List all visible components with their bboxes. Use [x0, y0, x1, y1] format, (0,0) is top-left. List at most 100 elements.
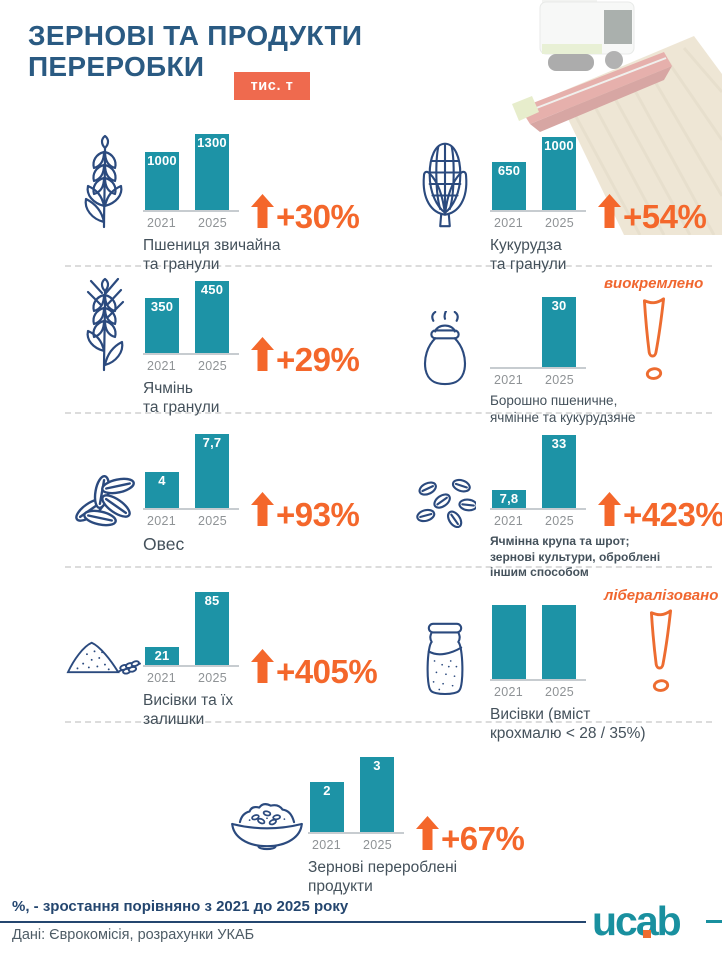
bar-value: 3 — [373, 758, 381, 773]
annotation-separated: виокремлено — [604, 275, 703, 387]
ucab-logo: ucab — [592, 898, 682, 944]
arrow-up-icon — [251, 194, 274, 228]
row-separator — [65, 412, 712, 414]
bar-value: 85 — [204, 593, 220, 608]
bar-value: 2 — [323, 783, 331, 798]
bran-icon — [65, 639, 143, 675]
bar-chart: 21 85 2021 2025 — [143, 587, 239, 685]
footnote: %, - зростання порівняно з 2021 до 2025 … — [12, 898, 349, 915]
page-title: ЗЕРНОВІ ТА ПРОДУКТИ ПЕРЕРОБКИ — [28, 20, 363, 83]
year-labels: 2021 2025 — [494, 685, 574, 699]
bar-value: 650 — [497, 163, 521, 178]
year-labels: 2021 2025 — [494, 373, 574, 387]
footer-divider — [0, 921, 586, 923]
year-labels: 2021 2025 — [494, 514, 574, 528]
chart-card-oats: 4 7,7 2021 2025 +93% Овес — [65, 430, 360, 556]
exclamation-icon — [642, 297, 665, 380]
bar-chart: 30 2021 2025 — [490, 289, 586, 387]
bar-2021 — [492, 605, 526, 679]
chart-card-bran: 21 85 2021 2025 +405% Висівки та їх залиш… — [65, 587, 378, 730]
unit-badge: тис. т — [234, 72, 310, 100]
bar-value: 30 — [551, 298, 567, 313]
chart-card-corn: 650 1000 2021 2025 +54% Кукурудза та гран… — [400, 132, 707, 275]
year-labels: 2021 2025 — [147, 514, 227, 528]
bar-2025: 1300 — [195, 134, 229, 210]
chart-card-barley: 350 450 2021 2025 +29% Ячмінь та гранули — [65, 275, 360, 418]
bar-chart: 2021 2025 — [490, 601, 586, 699]
year-labels: 2021 2025 — [312, 838, 392, 852]
bar-2025: 1000 — [542, 137, 576, 210]
bar-value: 1000 — [544, 138, 574, 153]
growth-value: +423% — [598, 492, 722, 531]
harvester-photo — [512, 0, 722, 235]
chart-card-processed: 2 3 2021 2025 +67% Зернові перероблені пр… — [225, 754, 525, 897]
bar-value: 7,7 — [202, 435, 222, 450]
year-labels: 2021 2025 — [147, 216, 227, 230]
year-labels: 2021 2025 — [147, 671, 227, 685]
growth-value: +30% — [251, 194, 360, 233]
growth-value: +29% — [251, 337, 360, 376]
bar-value: 350 — [150, 299, 174, 314]
row-separator — [65, 265, 712, 267]
bar-value: 33 — [551, 436, 567, 451]
porridge-bowl-icon — [225, 796, 308, 852]
chart-card-wheat: 1000 1300 2021 2025 +30% Пшениця звичайна… — [65, 132, 360, 275]
oat-grains-icon — [65, 466, 143, 528]
chart-card-flour: 30 2021 2025 виокремлено Борошно пшеничне… — [400, 275, 703, 427]
bar-value: 1300 — [197, 135, 227, 150]
bar-2025 — [542, 605, 576, 679]
arrow-up-icon — [251, 337, 274, 371]
x-axis — [490, 679, 586, 681]
growth-value: +405% — [251, 649, 378, 688]
arrow-up-icon — [251, 649, 274, 683]
bar-value: 7,8 — [499, 491, 519, 506]
growth-value: +67% — [416, 816, 525, 855]
wheat-icon — [65, 134, 143, 230]
arrow-up-icon — [251, 492, 274, 526]
footer-divider-right — [706, 920, 722, 923]
x-axis — [490, 508, 586, 510]
bar-2021: 4 — [145, 472, 179, 508]
growth-value: +93% — [251, 492, 360, 531]
jar-icon — [400, 621, 490, 699]
row-separator — [65, 566, 712, 568]
bar-2025: 3 — [360, 757, 394, 832]
bar-2025: 85 — [195, 592, 229, 665]
bar-chart: 650 1000 2021 2025 — [490, 132, 586, 230]
data-source: Дані: Єврокомісія, розрахунки УКАБ — [12, 927, 255, 943]
x-axis — [490, 210, 586, 212]
bar-2021: 21 — [145, 647, 179, 665]
year-labels: 2021 2025 — [147, 359, 227, 373]
bar-chart: 4 7,7 2021 2025 — [143, 430, 239, 528]
bar-2025: 30 — [542, 297, 576, 367]
bar-chart: 2 3 2021 2025 — [308, 754, 404, 852]
chart-label: Овес — [143, 534, 185, 554]
year-labels: 2021 2025 — [494, 216, 574, 230]
bar-value: 4 — [158, 473, 166, 488]
chart-label: Зернові перероблені продукти — [308, 859, 458, 896]
annotation-liberalized: лібералізовано — [604, 587, 718, 699]
bar-2021: 1000 — [145, 152, 179, 210]
barley-icon — [65, 277, 143, 373]
bar-2021: 650 — [492, 162, 526, 210]
bar-2025: 7,7 — [195, 434, 229, 508]
chart-label: Висівки та їх залишки — [143, 692, 234, 729]
x-axis — [308, 832, 404, 834]
bar-2025: 450 — [195, 281, 229, 353]
growth-value: +54% — [598, 194, 707, 233]
corn-icon — [400, 138, 490, 230]
bar-chart: 1000 1300 2021 2025 — [143, 132, 239, 230]
bar-value: 450 — [200, 282, 224, 297]
bar-2021: 2 — [310, 782, 344, 832]
bar-chart: 350 450 2021 2025 — [143, 275, 239, 373]
x-axis — [490, 367, 586, 369]
chart-label: Висівки (вміст крохмалю < 28 / 35%) — [490, 706, 646, 743]
chart-label: Ячмінна крупа та шрот; зернові культури,… — [490, 534, 661, 580]
bar-value: 1000 — [147, 153, 177, 168]
chart-label: Ячмінь та гранули — [143, 380, 220, 417]
x-axis — [143, 665, 239, 667]
bar-2021: 7,8 — [492, 490, 526, 508]
x-axis — [143, 210, 239, 212]
x-axis — [143, 353, 239, 355]
